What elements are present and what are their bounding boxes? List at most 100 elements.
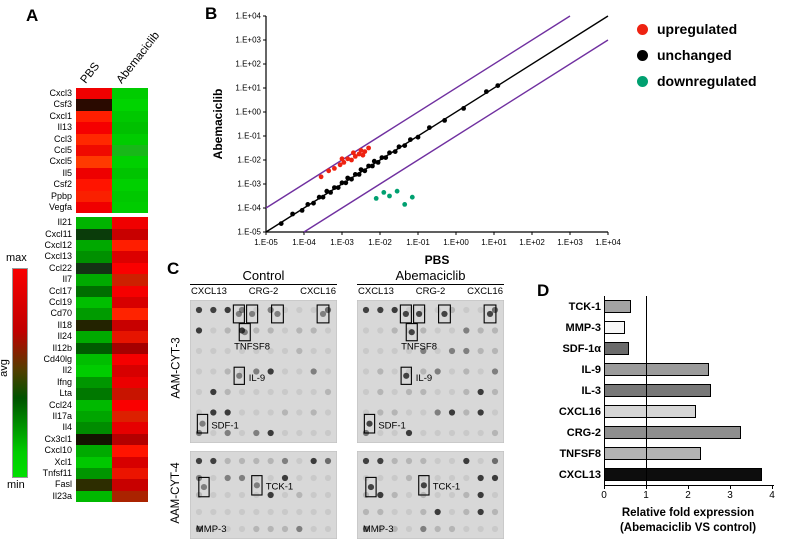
blot-control-aam-cyt-4: TCK-1 MMP-3 — [190, 451, 337, 539]
annotation-label: TCK-1 — [266, 482, 293, 493]
heatmap-cell — [76, 167, 112, 180]
array-dot — [296, 347, 303, 355]
bar-category-label: TCK-1 — [568, 300, 601, 313]
array-dot — [391, 491, 398, 499]
array-dot — [405, 474, 413, 482]
array-dot — [391, 508, 398, 516]
array-dot — [377, 429, 384, 437]
array-dot — [267, 409, 274, 416]
heatmap-row-label: Cxcl10 — [44, 445, 72, 456]
probe-dot — [367, 483, 375, 491]
legend-dot — [637, 49, 648, 61]
x-tick-label: 1.E-01 — [406, 238, 430, 247]
array-dot — [310, 457, 317, 465]
array-dot — [434, 368, 441, 375]
array-dot — [296, 474, 303, 482]
array-dot — [391, 306, 398, 314]
array-dot — [195, 368, 203, 375]
data-point-unchanged — [316, 194, 322, 200]
bar-category-label: CXCL13 — [558, 468, 601, 481]
array-dot — [267, 474, 274, 482]
colorbar-min-label: min — [7, 479, 25, 491]
array-dot — [324, 388, 332, 396]
heatmap-row-label: Xcl1 — [54, 456, 72, 467]
array-dot — [448, 347, 456, 355]
array-dot — [324, 457, 332, 465]
annotation-label: IL-9 — [416, 373, 432, 384]
data-point-unchanged — [335, 185, 341, 191]
heatmap-cell — [76, 285, 112, 298]
marker-label: CXCL13 — [358, 286, 394, 297]
heatmap-cell — [76, 297, 112, 309]
data-point-unchanged — [311, 200, 316, 206]
array-dot — [420, 508, 427, 516]
array-dot — [238, 409, 246, 416]
array-dot — [324, 306, 332, 314]
data-point-unchanged — [366, 163, 371, 169]
data-point-unchanged — [375, 160, 381, 165]
heatmap-cell — [112, 262, 148, 275]
heatmap-cell — [76, 144, 112, 157]
array-dot — [377, 457, 384, 465]
data-point-upregulated — [339, 156, 345, 162]
colorbar — [12, 268, 28, 478]
bar-category-label: IL-9 — [581, 363, 601, 376]
data-point-upregulated — [349, 157, 354, 163]
heatmap-row-label: Vegfa — [48, 201, 72, 212]
data-point-downregulated — [387, 193, 392, 199]
data-point-unchanged — [379, 155, 385, 161]
array-dot — [391, 347, 398, 355]
array-dot — [377, 347, 384, 355]
array-dot — [463, 525, 470, 533]
array-dot — [405, 388, 413, 396]
heatmap-row: Cxcl11 — [26, 228, 148, 241]
probe-dot — [403, 372, 410, 379]
data-point-unchanged — [349, 176, 354, 182]
blot-abemaciclib-aam-cyt-4: TCK-1 MMP-3 — [357, 451, 504, 539]
bar-category-label: CRG-2 — [566, 426, 601, 439]
array-dot — [224, 508, 231, 516]
bar-xlabel-line1: Relative fold expression — [621, 507, 755, 519]
array-dot — [377, 409, 384, 416]
probe-dot — [199, 420, 206, 427]
array-dot — [448, 457, 456, 465]
heatmap-cell — [112, 308, 148, 320]
heatmap-row-label: Cx3cl1 — [44, 433, 72, 444]
array-dot — [391, 388, 398, 396]
bar — [604, 362, 709, 376]
bar-row: IL-9 — [548, 359, 788, 380]
y-tick-label: 1.E-01 — [237, 132, 261, 141]
array-dot — [310, 525, 317, 533]
array-dot — [210, 368, 217, 375]
array-dot — [377, 525, 384, 533]
bar-x-tick-label: 3 — [727, 490, 733, 501]
array-dot — [281, 409, 289, 416]
annotation-label: SDF-1 — [378, 421, 405, 432]
array-dot — [253, 525, 260, 533]
heatmap-row: Il7 — [26, 274, 148, 286]
heatmap-cell — [112, 251, 148, 263]
array-dot — [238, 457, 246, 465]
array-dot — [253, 508, 260, 516]
heatmap-group: Il21 Cxcl11 Cxcl12 Cxcl13 Ccl22 Il7 Ccl17 Ccl19… — [26, 217, 148, 503]
array-dot — [391, 525, 398, 533]
data-point-unchanged — [343, 180, 349, 186]
heatmap-row: Ppbp — [26, 190, 148, 202]
array-dot — [210, 327, 217, 334]
heatmap-row-label: Ccl22 — [48, 262, 72, 273]
bar — [604, 383, 712, 397]
array-dot — [281, 368, 289, 375]
array-dot — [491, 525, 499, 533]
heatmap-cell — [76, 251, 112, 263]
array-dot — [253, 409, 260, 416]
heatmap-row: Cxcl13 — [26, 251, 148, 263]
array-dot — [434, 306, 441, 314]
data-point-upregulated — [326, 168, 332, 174]
heatmap-row: Ccl24 — [26, 399, 148, 411]
annotation-label: IL-9 — [249, 373, 265, 384]
array-dot — [477, 388, 484, 396]
reference-line — [646, 296, 647, 485]
annotation-label: MMP-3 — [196, 524, 227, 535]
heatmap-cell — [112, 353, 148, 366]
heatmap-grid: Cxcl3 Csf3 Cxcl1 Il13 Ccl3 Ccl5 Cxcl5 Il5 Csf2 Pp… — [26, 88, 148, 503]
